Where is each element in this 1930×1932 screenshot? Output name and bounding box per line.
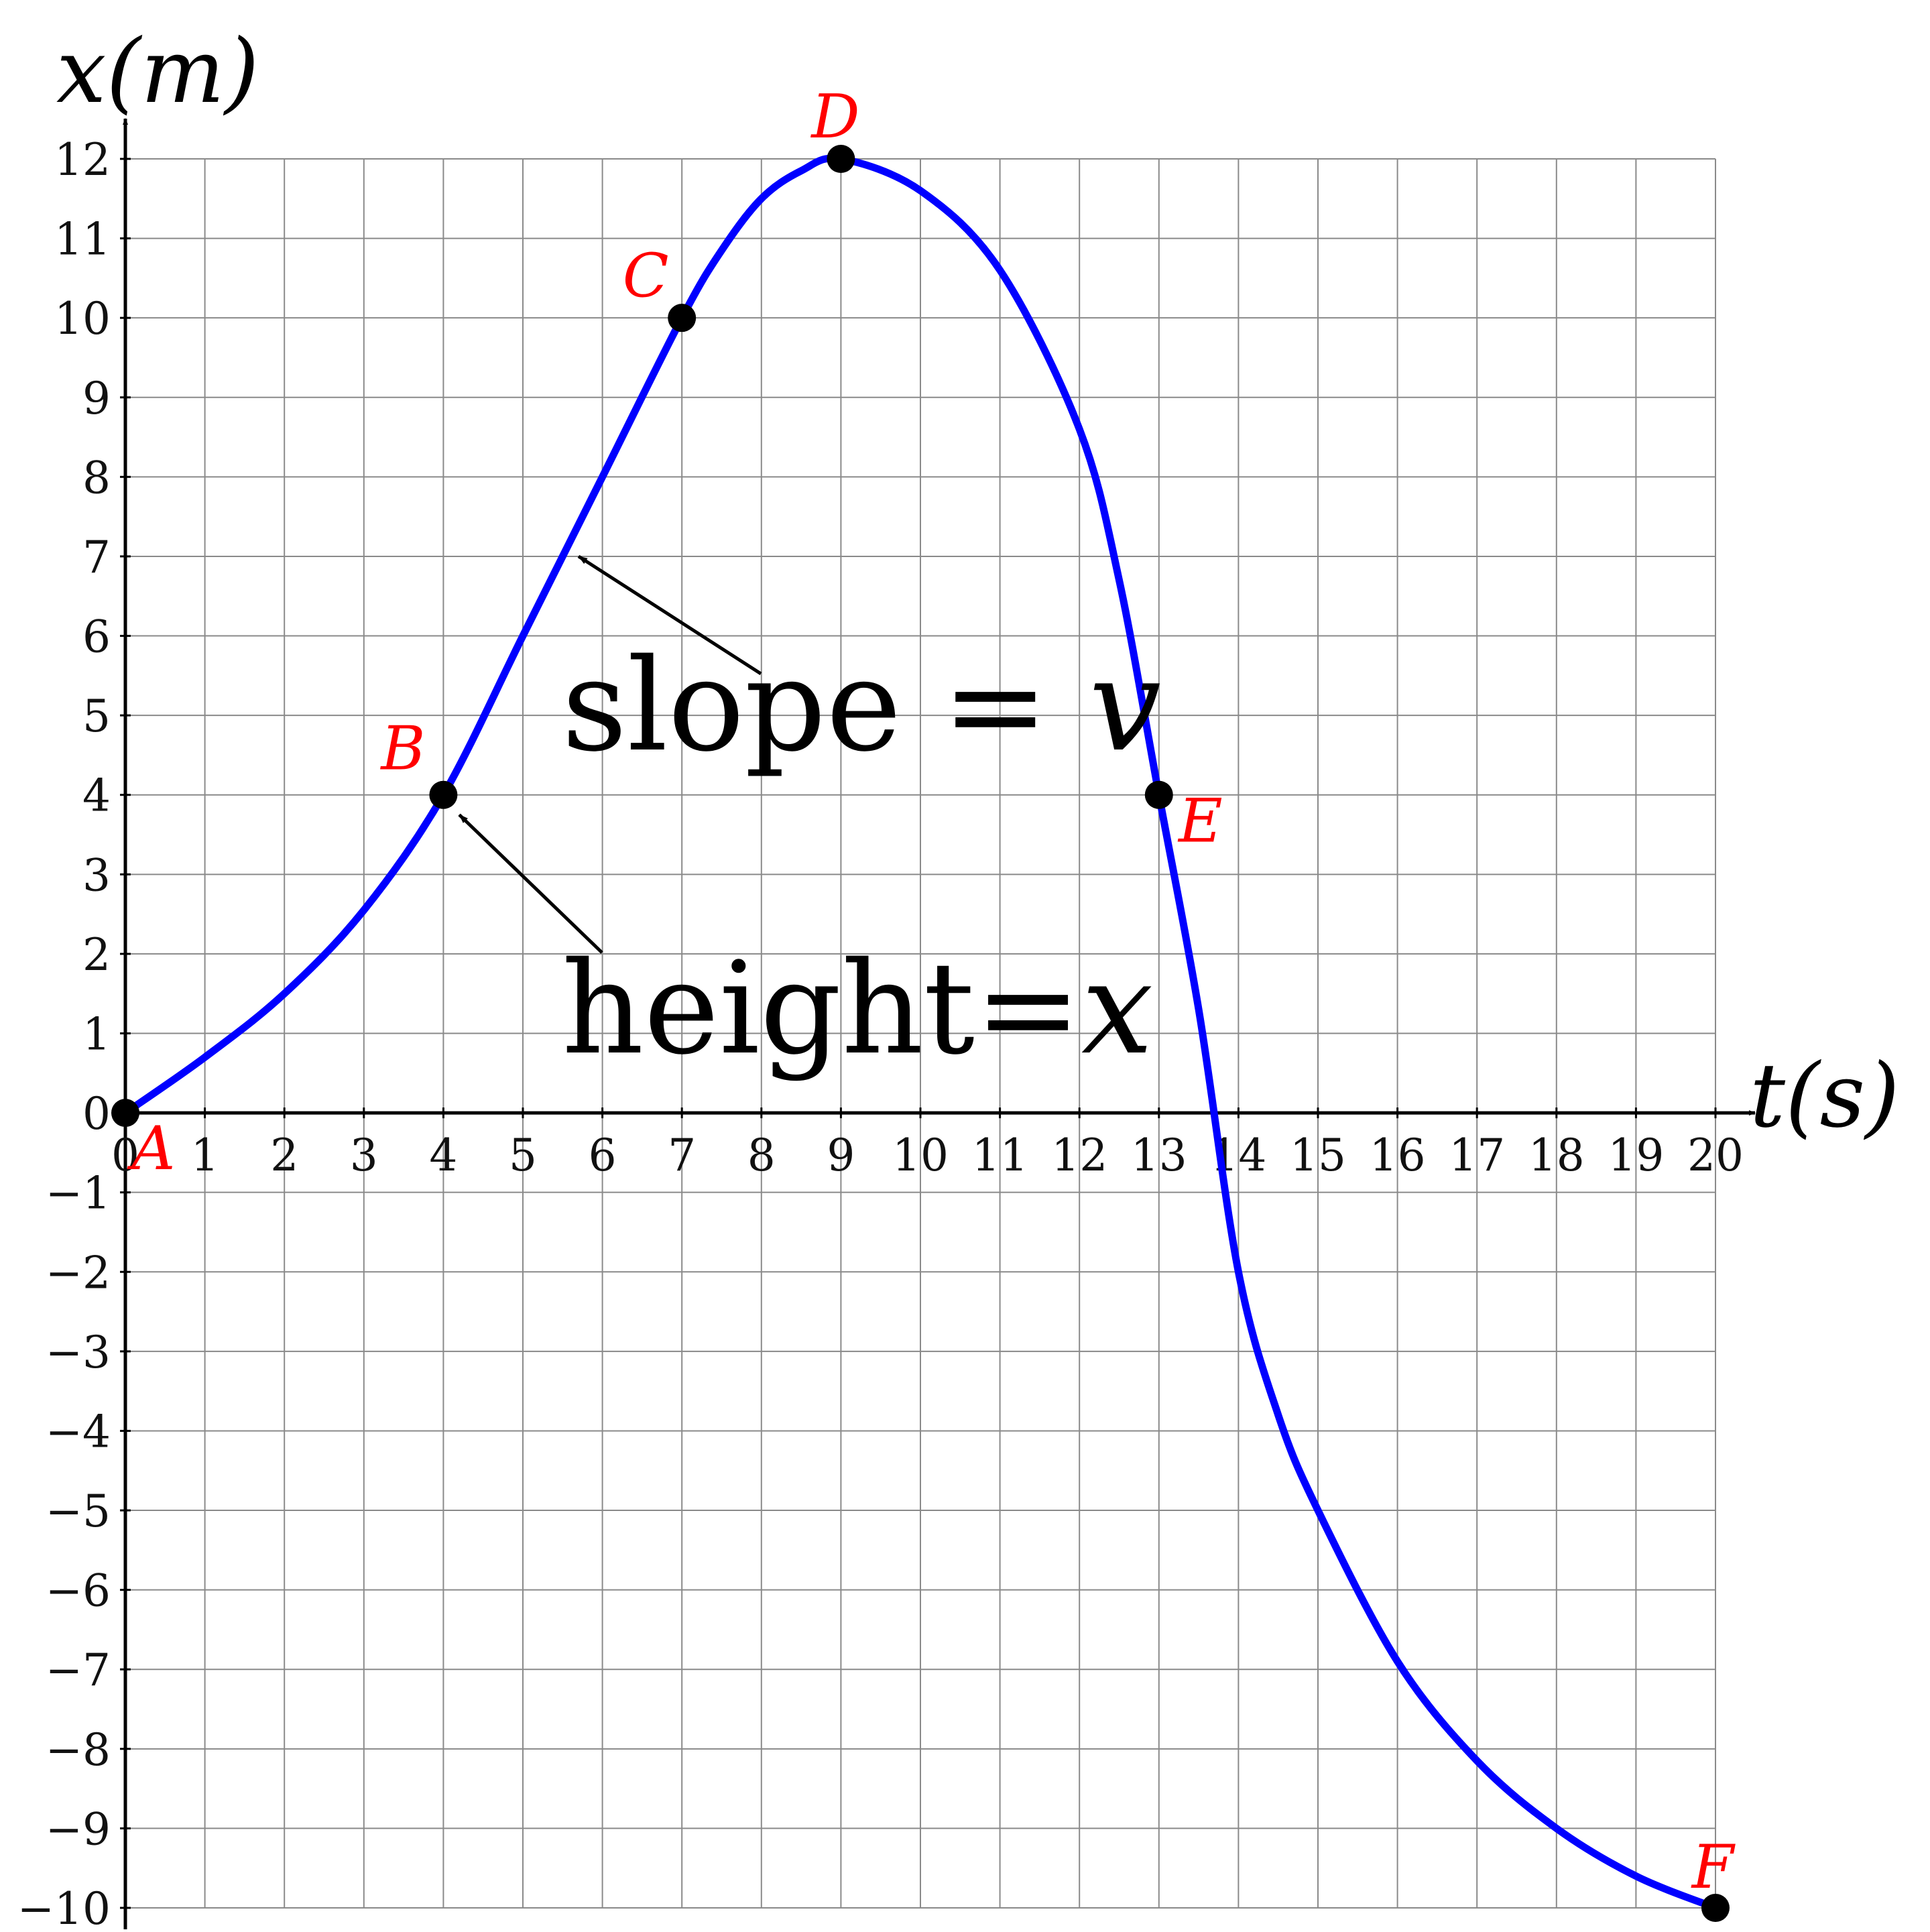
x-tick-label: 1 <box>191 1130 219 1181</box>
y-tick-label: 0 <box>82 1088 111 1140</box>
x-tick-label: 4 <box>429 1130 457 1181</box>
x-tick-label: 18 <box>1528 1130 1585 1181</box>
x-tick-label: 9 <box>827 1130 855 1181</box>
x-tick-label: 13 <box>1131 1130 1187 1181</box>
x-axis-label: t(s) <box>1750 1044 1900 1148</box>
y-tick-label: −5 <box>46 1486 111 1537</box>
x-tick-label: 10 <box>892 1130 949 1181</box>
x-tick-label: 2 <box>270 1130 298 1181</box>
points-layer: A B C D E F <box>111 82 1736 1922</box>
annotation-arrow <box>458 813 603 954</box>
y-tick-label: 8 <box>82 452 111 503</box>
y-tick-label: 2 <box>82 929 111 981</box>
position-curve <box>121 154 1720 1912</box>
x-tick-label: 6 <box>589 1130 617 1181</box>
point-a <box>111 1099 139 1128</box>
y-tick-label: −2 <box>46 1247 111 1299</box>
annotation-variable: x <box>1081 934 1153 1083</box>
y-tick-label: 1 <box>82 1009 111 1061</box>
y-tick-label: −6 <box>46 1565 111 1617</box>
tick-labels: 0 1 2 3 4 5 6 7 8 9 10 11 12 13 14 15 16 17 18 19 2012111098… <box>17 134 1744 1932</box>
annotation-variable: v <box>1089 631 1161 780</box>
y-tick-label: 7 <box>82 532 111 583</box>
y-tick-label: −4 <box>46 1406 111 1457</box>
point-label-c: C <box>623 241 669 311</box>
x-tick-label: 20 <box>1687 1130 1744 1181</box>
y-tick-label: −7 <box>46 1644 111 1696</box>
y-tick-label: −8 <box>46 1724 111 1776</box>
y-tick-label: 10 <box>54 293 111 345</box>
annotation-arrow <box>577 554 762 676</box>
point-d <box>827 145 855 173</box>
x-tick-label: 3 <box>350 1130 378 1181</box>
axes <box>120 118 1756 1929</box>
x-tick-label: 7 <box>668 1130 696 1181</box>
y-tick-label: −9 <box>46 1803 111 1855</box>
point-label-d: D <box>810 82 859 152</box>
y-tick-label: 5 <box>82 690 111 742</box>
point-f <box>1701 1894 1730 1922</box>
y-tick-label: 11 <box>54 214 111 265</box>
annotations-layer: slope = v height=x <box>458 554 1161 1083</box>
y-tick-label: −3 <box>46 1327 111 1378</box>
y-tick-label: 3 <box>82 849 111 901</box>
x-tick-label: 5 <box>509 1130 537 1181</box>
point-b <box>429 780 458 809</box>
y-tick-label: 9 <box>82 373 111 424</box>
x-tick-label: 19 <box>1608 1130 1664 1181</box>
grid <box>125 158 1716 1909</box>
point-label-a: A <box>127 1113 176 1184</box>
point-label-f: F <box>1691 1832 1736 1903</box>
x-tick-label: 12 <box>1051 1130 1107 1181</box>
annotation-main: height= <box>562 934 1081 1083</box>
point-c <box>668 304 697 333</box>
point-e <box>1144 780 1173 809</box>
x-tick-label: 15 <box>1290 1130 1346 1181</box>
y-tick-label: −1 <box>46 1168 111 1219</box>
point-label-e: E <box>1177 786 1223 857</box>
annotation-text: height=x <box>562 934 1153 1083</box>
x-tick-label: 16 <box>1370 1130 1426 1181</box>
curve-layer <box>121 154 1720 1912</box>
x-tick-label: 17 <box>1449 1130 1505 1181</box>
annotation-text: slope = v <box>562 631 1161 780</box>
y-tick-label: 6 <box>82 611 111 663</box>
x-tick-label: 11 <box>972 1130 1028 1181</box>
y-tick-label: 12 <box>54 134 111 186</box>
y-tick-label: 4 <box>82 770 111 822</box>
point-label-b: B <box>379 714 425 784</box>
x-tick-label: 0 <box>111 1130 139 1181</box>
annotation-main: slope = <box>562 631 1089 780</box>
y-axis-label: x(m) <box>56 20 259 123</box>
y-tick-label: −10 <box>17 1883 111 1932</box>
x-tick-label: 8 <box>747 1130 776 1181</box>
